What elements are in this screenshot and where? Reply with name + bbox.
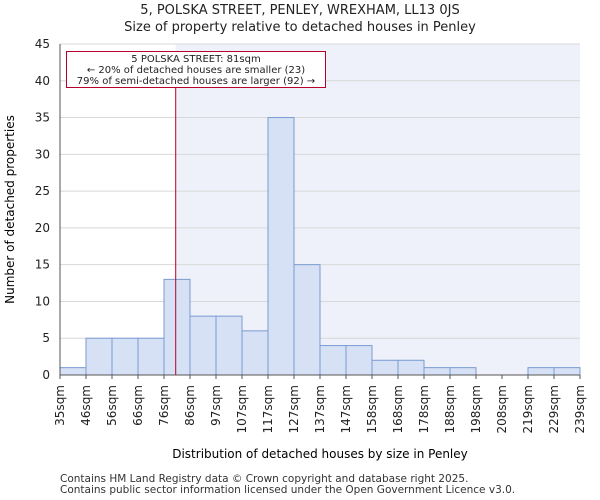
bar	[397, 359, 425, 376]
x-tick-label: 168sqm	[391, 385, 405, 433]
bar	[345, 345, 373, 376]
bar	[553, 367, 581, 376]
x-tick-label: 208sqm	[495, 385, 509, 433]
y-tick-label: 35	[35, 111, 50, 125]
y-axis-label: Number of detached properties	[3, 115, 17, 304]
y-tick-labels: 0 5 10 15 20 25 30 35 40 45	[35, 37, 50, 382]
annotation-box: 5 POLSKA STREET: 81sqm ← 20% of detached…	[66, 51, 326, 88]
y-tick-label: 25	[35, 184, 50, 198]
bar	[137, 337, 165, 376]
x-tick-label: 137sqm	[313, 385, 327, 433]
y-tick-label: 45	[35, 37, 50, 51]
bar	[293, 264, 321, 376]
bar	[189, 315, 217, 376]
bar	[215, 315, 243, 376]
annotation-line-2: ← 20% of detached houses are smaller (23…	[86, 65, 306, 76]
x-tick-label: 198sqm	[469, 385, 483, 433]
annotation-line-1: 5 POLSKA STREET: 81sqm	[131, 54, 261, 65]
bar	[527, 367, 555, 376]
y-tick-label: 30	[35, 147, 50, 161]
x-tick-label: 107sqm	[235, 385, 249, 433]
annotation-line-3: 79% of semi-detached houses are larger (…	[76, 76, 316, 87]
x-axis-label: Distribution of detached houses by size …	[172, 447, 468, 461]
bars	[59, 117, 581, 376]
x-tick-label: 178sqm	[417, 385, 431, 433]
x-tick-label: 76sqm	[157, 385, 171, 426]
y-tick-label: 20	[35, 221, 50, 235]
x-tick-label: 56sqm	[105, 385, 119, 426]
x-tick-label: 147sqm	[339, 385, 353, 433]
y-tick-label: 10	[35, 294, 50, 308]
x-tick-label: 97sqm	[209, 385, 223, 426]
bar	[59, 367, 87, 376]
x-tick-label: 117sqm	[261, 385, 275, 433]
x-tick-label: 188sqm	[443, 385, 457, 433]
bar	[111, 337, 139, 376]
x-tick-label: 158sqm	[365, 385, 379, 433]
bar	[423, 367, 451, 376]
x-tick-labels: 35sqm 46sqm 56sqm 66sqm 76sqm 86sqm 97sqm 107sq…	[53, 375, 587, 433]
y-tick-label: 40	[35, 74, 50, 88]
x-tick-label: 35sqm	[53, 385, 67, 426]
chart-title: 5, POLSKA STREET, PENLEY, WREXHAM, LL13 …	[140, 3, 460, 18]
x-tick-label: 239sqm	[573, 385, 587, 433]
x-tick-label: 86sqm	[183, 385, 197, 426]
footer-line-1: Contains HM Land Registry data © Crown c…	[60, 473, 469, 485]
y-tick-label: 15	[35, 258, 50, 272]
bar	[371, 359, 399, 376]
y-tick-label: 0	[42, 368, 50, 382]
x-tick-label: 66sqm	[131, 385, 145, 426]
x-tick-label: 229sqm	[547, 385, 561, 433]
x-tick-label: 127sqm	[287, 385, 301, 433]
bar	[449, 367, 477, 376]
x-tick-label: 46sqm	[79, 385, 93, 426]
y-tick-label: 5	[42, 331, 50, 345]
bar	[163, 278, 191, 376]
shaded-region	[175, 44, 580, 375]
bar	[241, 330, 269, 376]
footer-line-2: Contains public sector information licen…	[60, 484, 516, 496]
bar	[267, 117, 295, 376]
x-tick-label: 219sqm	[521, 385, 535, 433]
bar	[319, 345, 347, 376]
bar	[85, 337, 113, 376]
chart-subtitle: Size of property relative to detached ho…	[124, 20, 476, 35]
